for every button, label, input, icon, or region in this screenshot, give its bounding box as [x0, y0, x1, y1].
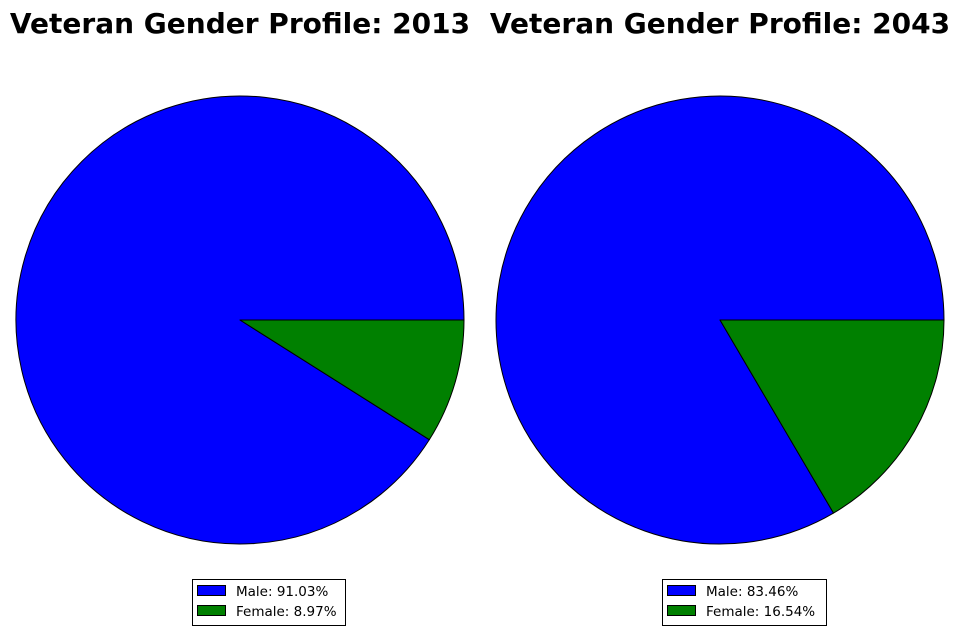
chart-title: Veteran Gender Profile: 2013	[10, 7, 470, 40]
legend: Male: 91.03% Female: 8.97%	[192, 579, 346, 626]
chart-title: Veteran Gender Profile: 2043	[490, 7, 950, 40]
legend-label-male: Male: 91.03%	[236, 584, 328, 600]
legend-swatch-male	[667, 585, 696, 596]
legend-label-female: Female: 8.97%	[236, 604, 337, 620]
pie-slices	[495, 95, 945, 545]
pie-slice-female	[719, 319, 945, 514]
chart-panel-2013: Veteran Gender Profile: 2013 Male: 91.03…	[10, 7, 470, 626]
legend: Male: 83.46% Female: 16.54%	[662, 579, 827, 626]
pie-slice-male	[15, 95, 465, 545]
legend-label-male: Male: 83.46%	[706, 584, 798, 600]
legend-label-female: Female: 16.54%	[706, 604, 815, 620]
legend-swatch-female	[667, 605, 696, 616]
chart-panel-2043: Veteran Gender Profile: 2043 Male: 83.46…	[490, 7, 950, 626]
pie-slices	[15, 95, 465, 545]
legend-swatch-female	[197, 605, 226, 616]
pie-slice-female	[239, 319, 465, 441]
legend-swatch-male	[197, 585, 226, 596]
